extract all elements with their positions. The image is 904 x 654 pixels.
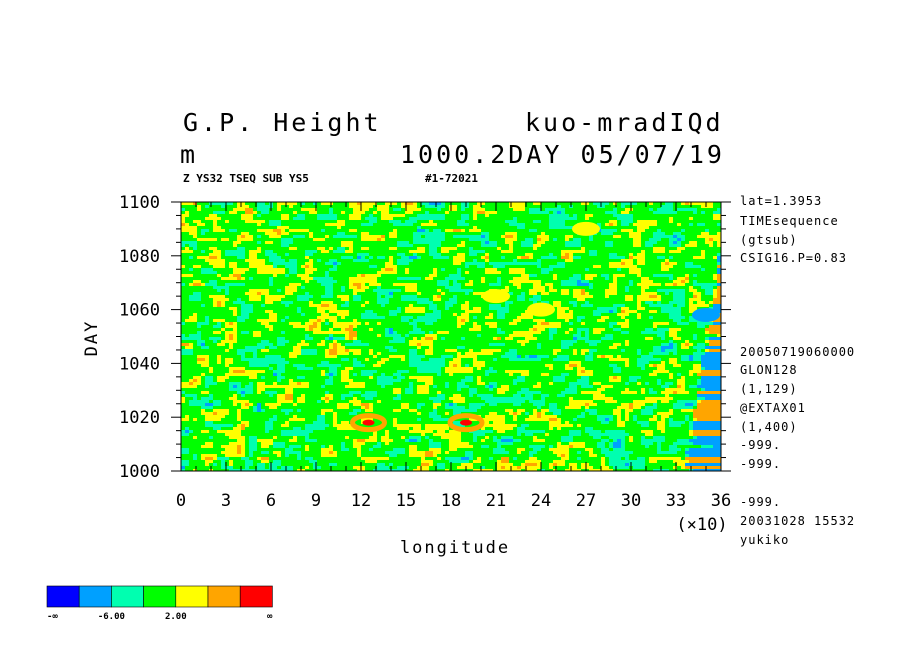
side-note-range1: (1,129) [740,382,798,396]
y-tick-label: 1000 [119,462,160,482]
x-tick-label: 0 [176,491,186,511]
x-tick-label: 33 [666,491,686,511]
chart-title: G.P. Height [183,108,382,137]
side-note-time-seq: TIMEsequence [740,214,839,228]
y-tick-label: 1040 [119,354,160,374]
colorbar-label: ∞ [267,612,273,622]
colorbar-label: -6.00 [98,612,125,622]
highlight-region [692,307,720,322]
colorbar-swatch [46,585,80,608]
axis-ticks [171,201,731,472]
side-note-missing1: -999. [740,438,782,452]
y-tick-label: 1100 [119,193,160,213]
chart-units: m [180,140,199,169]
x-tick-label: 18 [441,491,461,511]
side-note-missing2: -999. [740,457,782,471]
x-tick-label: 12 [351,491,371,511]
chart-subtitle-left: Z YS32 TSEQ SUB YS5 [183,172,309,185]
side-note-date: 20050719060000 [740,345,856,359]
x-tick-label: 9 [311,491,321,511]
y-axis-label: DAY [82,320,102,357]
x-tick-label: 6 [266,491,276,511]
side-note-glon: GLON128 [740,363,798,377]
side-note-extax: @EXTAX01 [740,401,806,415]
side-note-gtsub: (gtsub) [740,233,798,247]
highlight-region [460,419,472,426]
axis-tick-labels: 0 3 6 9 12 15 18 21 24 27 30 33 36100010201040106010… [119,193,731,511]
side-note-range2: (1,400) [740,420,798,434]
highlight-region [572,221,600,236]
x-tick-label: 24 [531,491,551,511]
x-axis-multiplier: (×10) [676,515,727,535]
highlight-region [527,302,555,317]
side-note-lat: lat=1.3953 [740,194,823,208]
x-tick-label: 30 [621,491,641,511]
highlight-region-ring [447,413,485,433]
x-tick-label: 36 [711,491,731,511]
chart-model-name: kuo-mradIQd [525,108,724,137]
heatmap-field [181,202,721,471]
colorbar-swatch [239,585,273,608]
side-note-missing3: -999. [740,495,782,509]
highlight-region [362,419,375,426]
y-tick-label: 1080 [119,247,160,267]
side-note-csig: CSIG16.P=0.83 [740,251,847,265]
highlight-region-ring [350,413,387,433]
chart-subtitle-right: #1-72021 [425,172,478,185]
colorbar-swatch [207,585,241,608]
colorbar-swatch [111,585,144,608]
side-note-user: yukiko [740,533,790,547]
x-tick-label: 21 [486,491,506,511]
y-tick-label: 1060 [119,301,160,321]
y-tick-label: 1020 [119,408,160,428]
x-axis-label: longitude [400,538,510,558]
colorbar-label: -∞ [47,612,58,622]
colorbar-swatch [78,585,112,608]
colorbar-swatch [175,585,209,608]
colorbar: -∞ -6.00 2.00 ∞ [46,585,273,622]
highlight-region [482,289,510,304]
colorbar-swatch [143,585,177,608]
colorbar-label: 2.00 [165,612,187,622]
chart-info-line: 1000.2DAY 05/07/19 [400,140,725,169]
x-tick-label: 27 [576,491,596,511]
side-note-timestamp: 20031028 15532 [740,514,856,528]
x-tick-label: 15 [396,491,416,511]
x-tick-label: 3 [221,491,231,511]
